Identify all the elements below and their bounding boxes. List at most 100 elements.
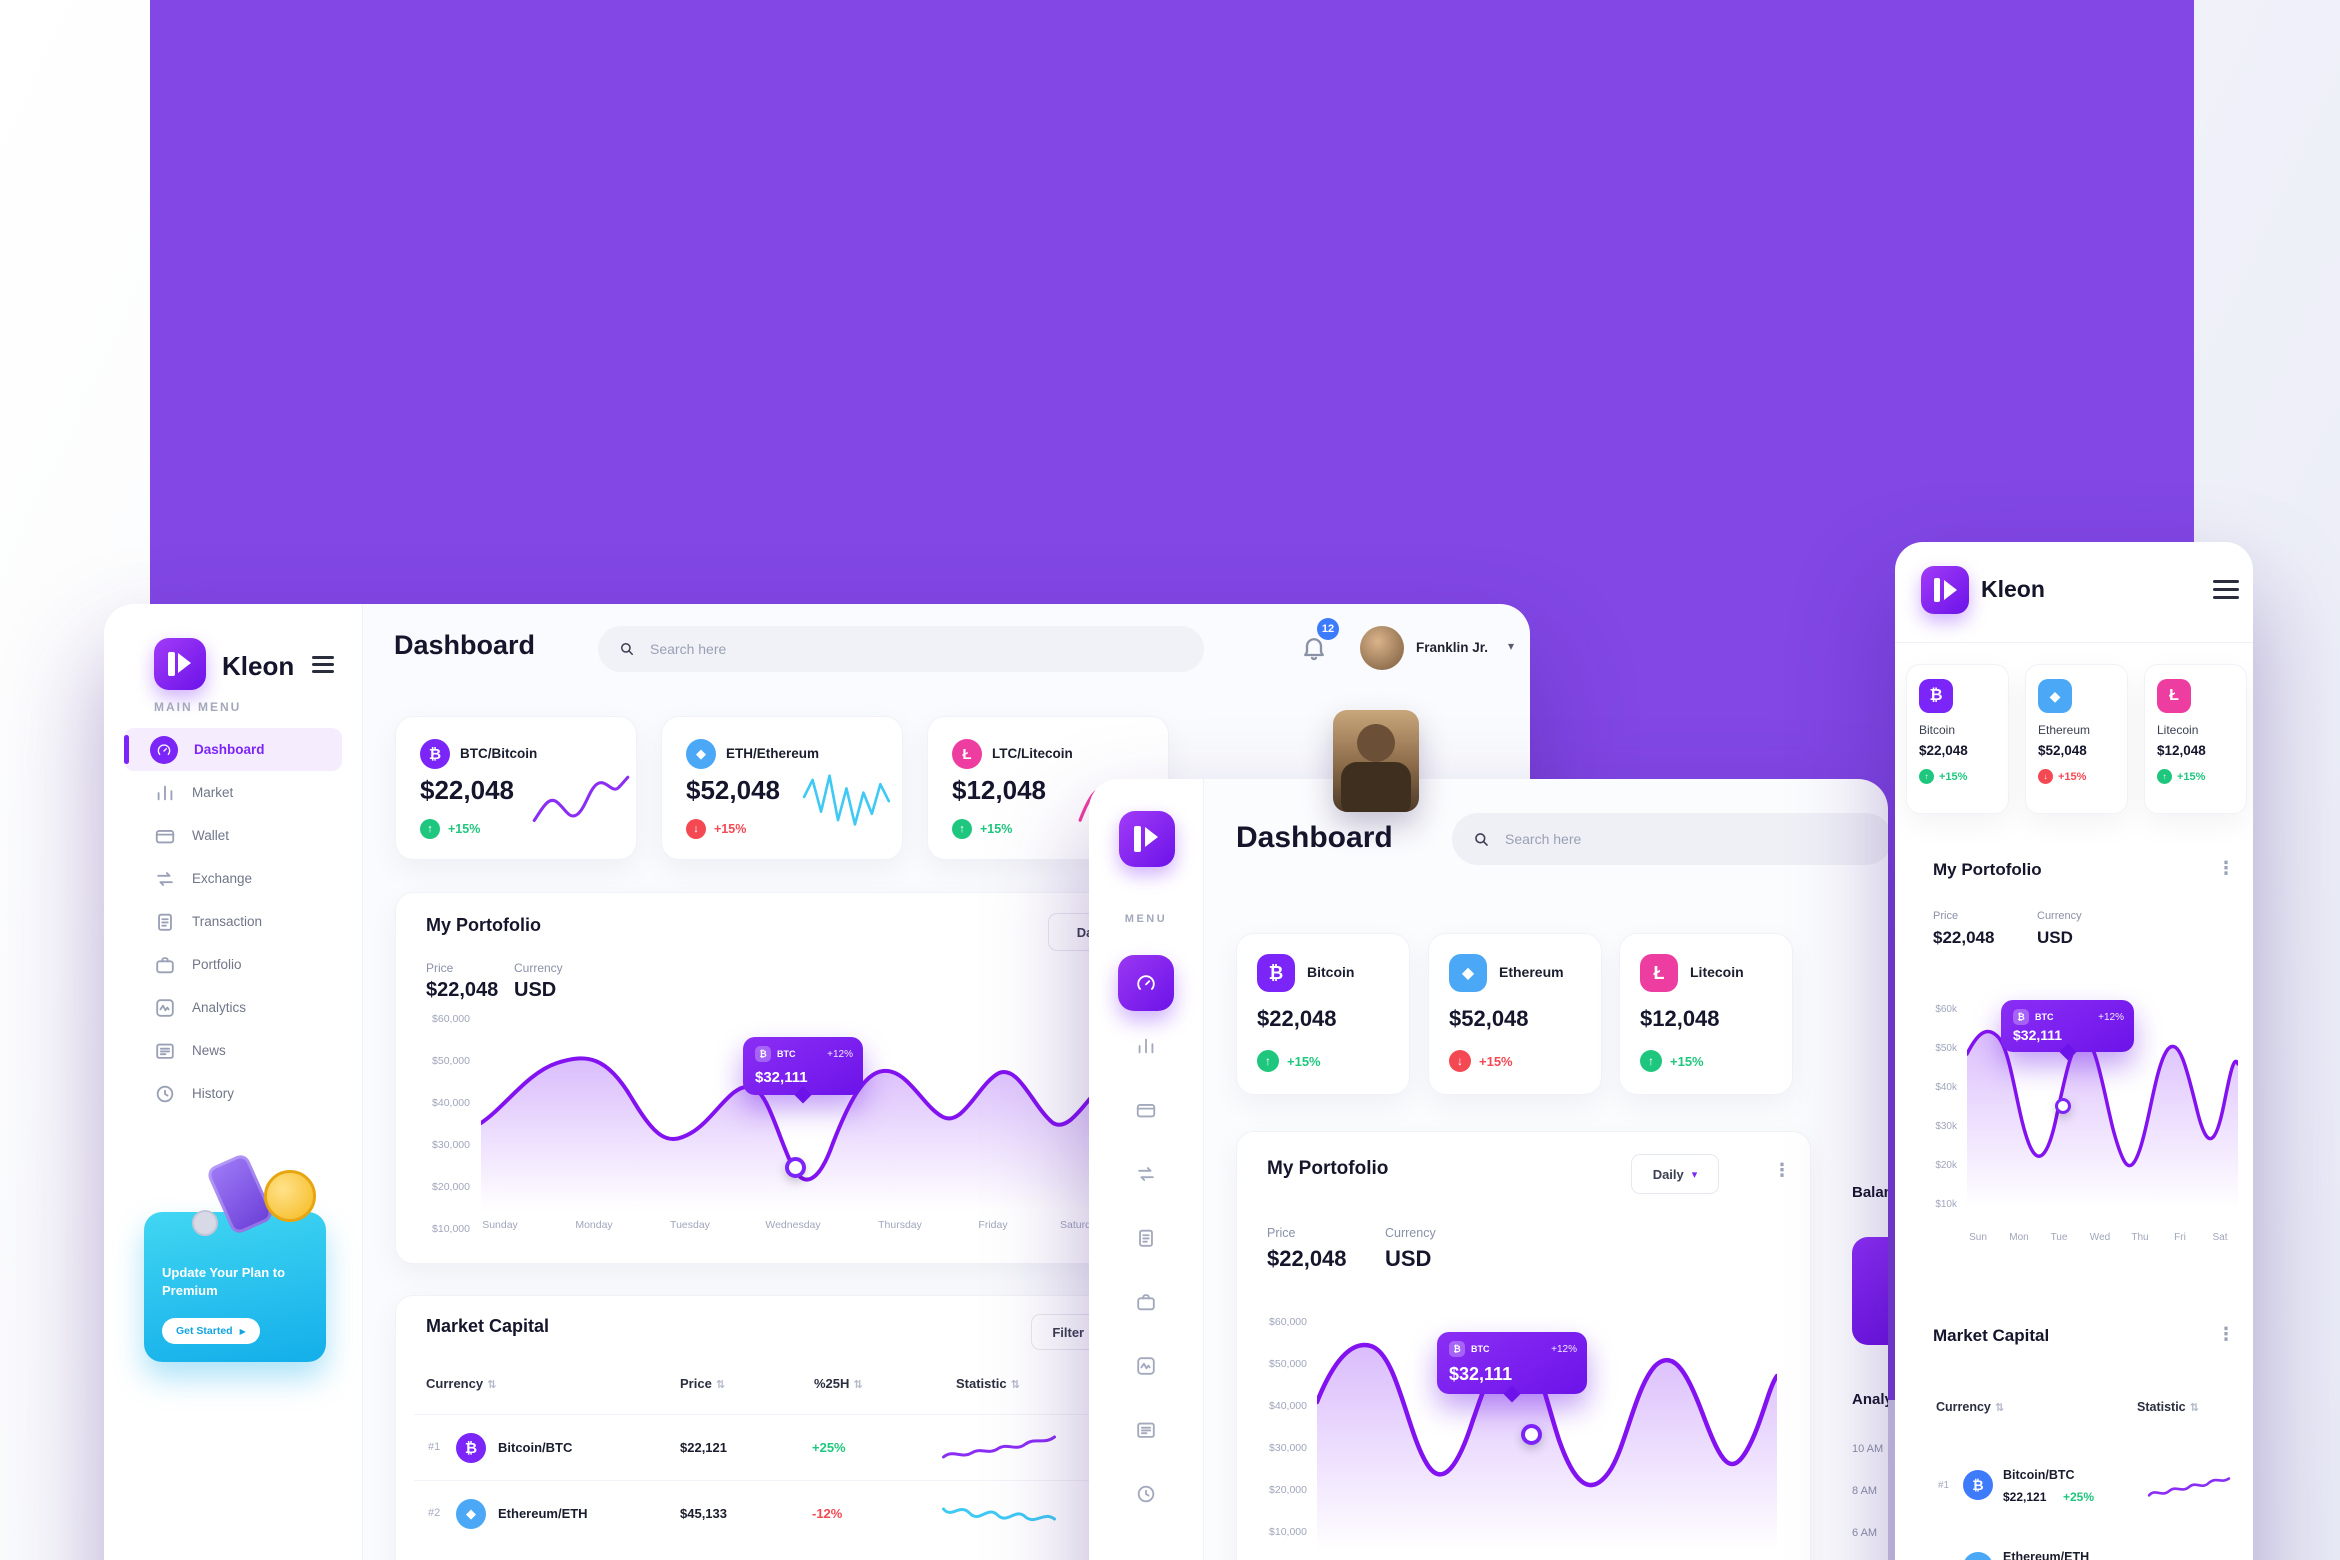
ethereum-icon: ◆ xyxy=(1963,1552,1993,1560)
rail-item-analytics[interactable] xyxy=(1131,1351,1161,1381)
kleon-logo-icon xyxy=(1119,811,1175,867)
notification-bell-icon[interactable] xyxy=(1300,634,1328,662)
rail-item-transaction[interactable] xyxy=(1131,1223,1161,1253)
sidebar-item-transaction[interactable]: Transaction xyxy=(124,900,342,943)
search-bar[interactable] xyxy=(598,626,1204,672)
bitcoin-icon: ₿ xyxy=(755,1046,771,1062)
sidebar-item-analytics[interactable]: Analytics xyxy=(124,986,342,1029)
y-axis-label: $50,000 xyxy=(432,1055,470,1067)
gold-coin-icon xyxy=(264,1170,316,1222)
sidebar-item-exchange[interactable]: Exchange xyxy=(124,857,342,900)
x-axis-label: Sunday xyxy=(482,1219,518,1231)
y-axis-label: $40,000 xyxy=(432,1097,470,1109)
photo-person xyxy=(1357,724,1395,762)
coin-name: Ethereum xyxy=(1499,964,1564,980)
time-label: 6 AM xyxy=(1852,1527,1878,1539)
search-input[interactable] xyxy=(648,640,1184,658)
filter-label: Filter xyxy=(1052,1324,1085,1340)
page-title: Dashboard xyxy=(394,630,536,660)
chart-point-marker xyxy=(785,1157,806,1178)
sidebar-toggle-icon[interactable] xyxy=(312,656,334,673)
user-avatar[interactable] xyxy=(1360,626,1404,670)
x-axis-label: Monday xyxy=(575,1219,613,1231)
table-row[interactable]: #1 ₿ Bitcoin/BTC $22,121 +25% xyxy=(414,1414,1163,1481)
sidebar-item-history[interactable]: History xyxy=(124,1072,342,1115)
time-label: 8 AM xyxy=(1852,1485,1878,1497)
sidebar-item-label: Transaction xyxy=(192,914,263,929)
coin-price: $52,048 xyxy=(2038,743,2087,758)
bitcoin-icon: ₿ xyxy=(1257,954,1295,992)
portfolio-line-chart xyxy=(1967,1029,2238,1210)
column-header-change[interactable]: %25H ⇅ xyxy=(814,1376,863,1391)
portfolio-title: My Portofolio xyxy=(426,915,541,935)
litecoin-icon: Ł xyxy=(952,739,982,769)
kebab-menu-icon[interactable]: ⋮ xyxy=(2217,858,2235,878)
arrow-down-icon: ↓ xyxy=(1449,1050,1471,1072)
column-header-statistic[interactable]: Statistic ⇅ xyxy=(956,1376,1020,1391)
table-row[interactable]: #1 ₿ Bitcoin/BTC $22,121 +25% xyxy=(1895,1450,2253,1520)
stat-card-litecoin: Ł Litecoin $12,048 ↑ +15% xyxy=(2144,664,2247,814)
chart-point-marker xyxy=(2055,1098,2071,1114)
sort-icon: ⇅ xyxy=(853,1379,863,1391)
search-input[interactable] xyxy=(1503,830,1872,848)
chart-tooltip: ₿ BTC $32,111 +12% xyxy=(2001,1000,2134,1061)
rail-item-news[interactable] xyxy=(1131,1415,1161,1445)
stat-card-bitcoin: ₿ Bitcoin $22,048 ↑ +15% xyxy=(1906,664,2009,814)
market-capital-card: Market Capital Filter▾ Currency⇅ Price⇅ … xyxy=(395,1295,1182,1560)
x-axis-label: Wed xyxy=(2089,1232,2111,1243)
column-header-currency[interactable]: Currency ⇅ xyxy=(1936,1400,2005,1414)
rail-item-portfolio[interactable] xyxy=(1131,1287,1161,1317)
menu-hamburger-icon[interactable] xyxy=(2213,580,2239,599)
column-header-price[interactable]: Price ⇅ xyxy=(680,1376,726,1391)
column-header-currency[interactable]: Currency ⇅ xyxy=(426,1376,497,1391)
currency-label: Currency xyxy=(2037,910,2082,922)
market-title: Market Capital xyxy=(426,1316,550,1336)
sidebar-item-market[interactable]: Market xyxy=(124,771,342,814)
sidebar-item-wallet[interactable]: Wallet xyxy=(124,814,342,857)
kebab-menu-icon[interactable]: ⋮ xyxy=(1773,1160,1791,1180)
brand-name: Kleon xyxy=(222,651,295,681)
y-axis-label: $40k xyxy=(1935,1082,1957,1093)
portfolio-title: My Portofolio xyxy=(1933,860,2042,879)
balance-panel-card xyxy=(1852,1237,1888,1345)
table-row[interactable]: #2 ◆ Ethereum/ETH $45,133 -12% xyxy=(414,1480,1163,1547)
search-bar[interactable] xyxy=(1452,813,1888,865)
period-dropdown[interactable]: Daily ▾ xyxy=(1631,1154,1719,1194)
ethereum-icon: ◆ xyxy=(1449,954,1487,992)
tablet-mockup: MENU Dashboard ₿ Bitcoin $22,048 ↑+15% ◆… xyxy=(1089,779,1888,1560)
chart-tooltip: ₿ BTC $32,111 +12% xyxy=(743,1037,863,1104)
rail-item-history[interactable] xyxy=(1131,1479,1161,1509)
coin-name: Bitcoin xyxy=(1307,964,1355,980)
x-axis-label: Sun xyxy=(1969,1232,1987,1243)
rail-item-dashboard[interactable] xyxy=(1118,955,1174,1011)
sidebar-item-dashboard[interactable]: Dashboard xyxy=(124,728,342,771)
sidebar: Kleon MAIN MENU Dashboard Market Wallet xyxy=(104,604,363,1560)
arrow-down-icon: ↓ xyxy=(2038,769,2053,784)
stat-card-litecoin: Ł Litecoin $12,048 ↑ +15% xyxy=(1619,933,1793,1095)
pair-label: BTC/Bitcoin xyxy=(460,746,538,761)
rail-item-market[interactable] xyxy=(1131,1031,1161,1061)
sort-icon: ⇅ xyxy=(715,1379,726,1391)
market-title: Market Capital xyxy=(1933,1326,2050,1345)
sidebar-menu: Dashboard Market Wallet Exchange Transac… xyxy=(124,728,342,1115)
rail-item-wallet[interactable] xyxy=(1131,1095,1161,1125)
get-started-button[interactable]: Get Started ▶ xyxy=(162,1318,260,1344)
kleon-logo-icon xyxy=(154,638,206,690)
bar-chart-icon xyxy=(154,782,176,804)
kebab-menu-icon[interactable]: ⋮ xyxy=(2217,1324,2235,1344)
row-sparkline xyxy=(942,1435,1056,1459)
sort-icon: ⇅ xyxy=(487,1379,497,1391)
balance-panel-title: Balance xyxy=(1852,1184,1888,1201)
tooltip-change: +12% xyxy=(827,1049,853,1060)
rail-item-exchange[interactable] xyxy=(1131,1159,1161,1189)
chevron-down-icon[interactable]: ▾ xyxy=(1508,639,1515,653)
table-row[interactable]: #2 ◆ Ethereum/ETH $45,133 -12% xyxy=(1895,1532,2253,1560)
promo-title: Update Your Plan to Premium xyxy=(162,1265,286,1298)
sidebar-item-news[interactable]: News xyxy=(124,1029,342,1072)
page-title: Dashboard xyxy=(1236,821,1393,854)
column-header-statistic[interactable]: Statistic ⇅ xyxy=(2137,1400,2199,1414)
sort-icon: ⇅ xyxy=(2189,1402,2199,1414)
sidebar-item-portfolio[interactable]: Portfolio xyxy=(124,943,342,986)
change-badge: ↑ +15% xyxy=(420,819,480,839)
